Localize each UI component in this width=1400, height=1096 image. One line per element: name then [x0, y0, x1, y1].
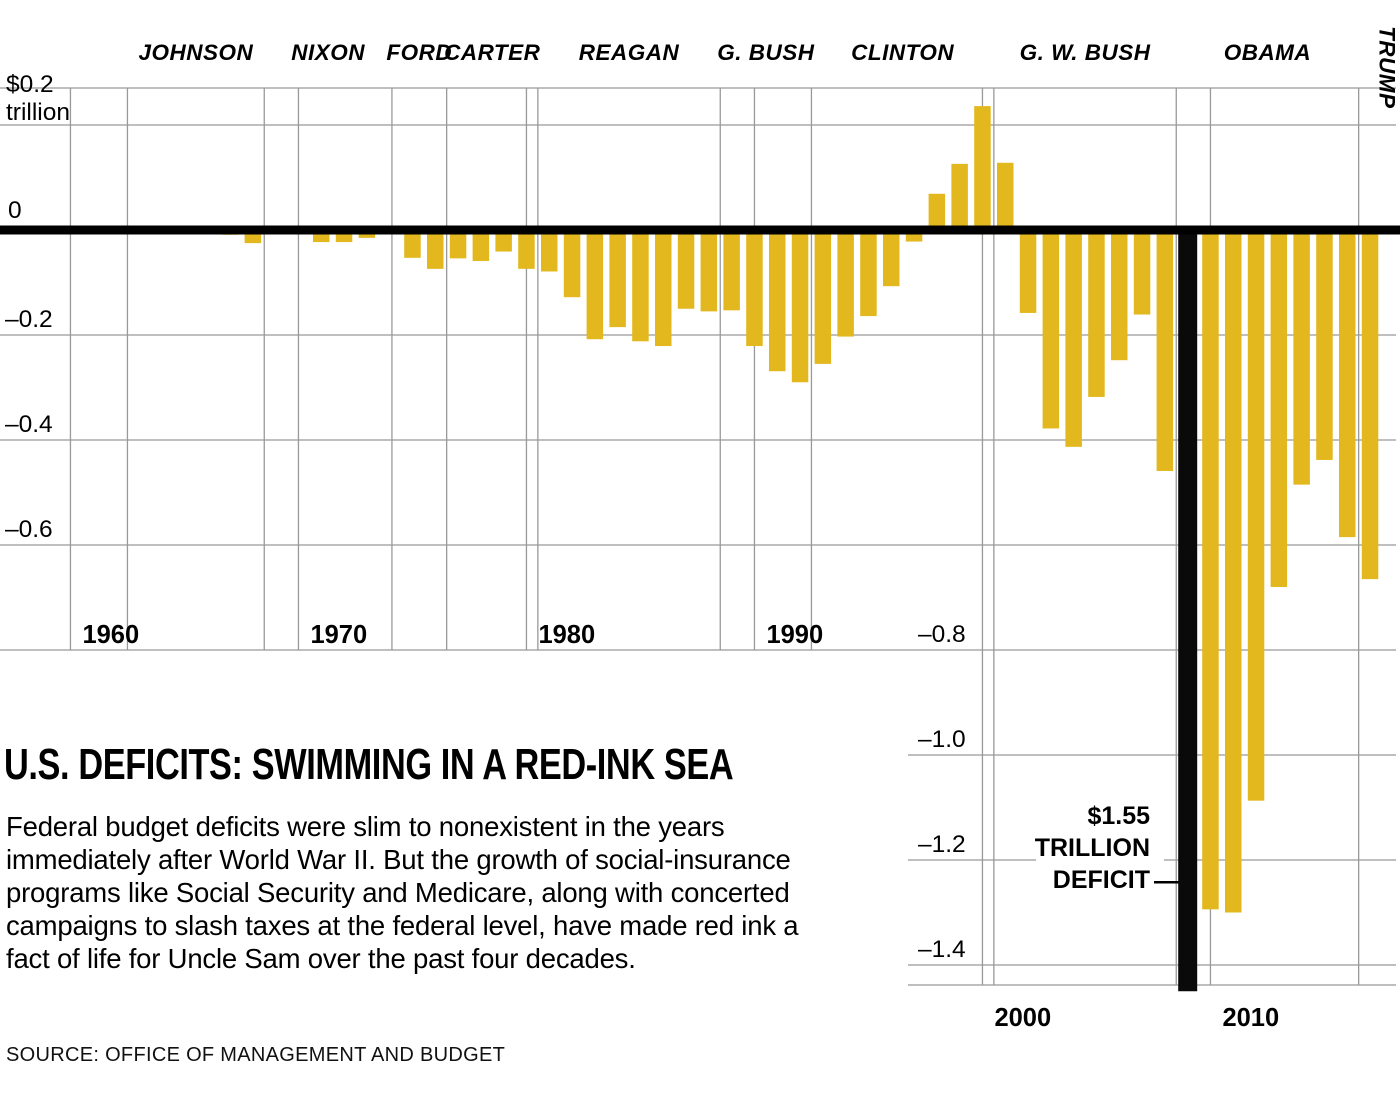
deficit-bar-1984 — [609, 230, 626, 328]
deficit-bar-1979 — [495, 230, 512, 252]
deficit-bar-2010 — [1202, 230, 1219, 910]
highlight-bar-2009 — [1178, 230, 1198, 992]
era-label-obama: OBAMA — [1224, 40, 1312, 65]
deficit-bar-2008 — [1156, 230, 1174, 471]
deficit-bar-1975 — [404, 230, 421, 258]
deficit-bar-2012 — [1247, 230, 1265, 801]
era-label-g.-bush: G. BUSH — [717, 40, 815, 65]
era-label-trump: TRUMP — [1375, 26, 1400, 109]
era-label-reagan: REAGAN — [579, 40, 680, 65]
era-label-g.-w.-bush: G. W. BUSH — [1020, 40, 1151, 65]
y-label-minus-1.4: –1.4 — [918, 936, 966, 963]
deficit-annotation-line-3: DEFICIT — [1053, 866, 1150, 894]
deficit-bar-1983 — [586, 230, 604, 340]
deficit-bar-2015 — [1316, 230, 1333, 460]
y-label-minus-1.2: –1.2 — [918, 831, 966, 858]
zero-axis-line — [0, 225, 1400, 235]
deficit-bar-1987 — [677, 230, 695, 309]
decade-label-2010: 2010 — [1222, 1004, 1279, 1032]
annotation-pointer-dash: — — [1154, 867, 1179, 895]
source-note: SOURCE: OFFICE OF MANAGEMENT AND BUDGET — [6, 1044, 506, 1066]
decade-label-1980: 1980 — [538, 621, 595, 649]
deficit-bar-1980 — [518, 230, 535, 269]
deficit-bar-1977 — [449, 230, 467, 259]
y-label-top-line2: trillion — [6, 99, 70, 126]
surplus-bar-2001 — [997, 162, 1014, 230]
deficit-bar-1978 — [472, 230, 490, 261]
decade-label-2000: 2000 — [994, 1004, 1051, 1032]
deficit-bar-2011 — [1225, 230, 1242, 913]
y-label-minus-0.8: –0.8 — [918, 621, 966, 648]
deficit-annotation-line-1: $1.55 — [1087, 802, 1150, 830]
deficit-bar-1988 — [700, 230, 718, 312]
deficit-bar-1986 — [655, 230, 672, 347]
deficit-bar-1994 — [837, 230, 854, 337]
deficit-bar-1976 — [427, 230, 444, 269]
surplus-bar-1998 — [928, 193, 946, 230]
decade-label-1970: 1970 — [310, 621, 367, 649]
deficit-bar-1993 — [814, 230, 832, 364]
deficit-bar-2014 — [1293, 230, 1310, 485]
chart-description: Federal budget deficits were slim to non… — [6, 811, 799, 974]
decade-label-1960: 1960 — [82, 621, 139, 649]
era-label-ford: FORD — [386, 40, 452, 65]
deficit-bar-2005 — [1088, 230, 1105, 397]
y-label-top-line1: $0.2 — [6, 71, 54, 98]
deficit-bar-1981 — [541, 230, 558, 272]
deficit-bar-2002 — [1019, 230, 1037, 313]
chart-title: U.S. DEFICITS: SWIMMING IN A RED-INK SEA — [4, 740, 734, 789]
y-label-minus-0.2: –0.2 — [5, 306, 53, 333]
deficit-bar-2004 — [1065, 230, 1082, 447]
y-label-zero: 0 — [8, 197, 22, 224]
annotation-backdrop — [1036, 800, 1164, 898]
deficit-bar-1985 — [632, 230, 649, 342]
deficit-bar-2003 — [1042, 230, 1060, 429]
y-label-minus-0.4: –0.4 — [5, 411, 53, 438]
deficit-bar-1989 — [723, 230, 740, 311]
deficit-bar-1997 — [905, 230, 923, 242]
deficit-bar-1992 — [791, 230, 809, 383]
deficit-bar-2007 — [1133, 230, 1151, 315]
y-label-minus-0.6: –0.6 — [5, 516, 53, 543]
deficit-bar-1995 — [860, 230, 877, 317]
deficit-bar-2016 — [1339, 230, 1356, 538]
decade-label-1990: 1990 — [766, 621, 823, 649]
deficit-bar-1990 — [746, 230, 763, 347]
era-label-carter: CARTER — [444, 40, 541, 65]
deficit-bar-1982 — [563, 230, 581, 298]
deficit-bar-1996 — [883, 230, 900, 287]
era-label-johnson: JOHNSON — [138, 40, 253, 65]
deficit-bar-2013 — [1270, 230, 1288, 587]
surplus-bar-1999 — [951, 163, 968, 230]
deficit-annotation-line-2: TRILLION — [1035, 834, 1150, 862]
surplus-bar-2000 — [974, 106, 991, 230]
deficit-bar-2017 — [1361, 230, 1379, 580]
era-label-clinton: CLINTON — [851, 40, 954, 65]
y-label-minus-1: –1.0 — [918, 726, 966, 753]
deficit-bar-1991 — [769, 230, 786, 372]
deficit-bar-2006 — [1111, 230, 1128, 361]
era-label-nixon: NIXON — [291, 40, 365, 65]
